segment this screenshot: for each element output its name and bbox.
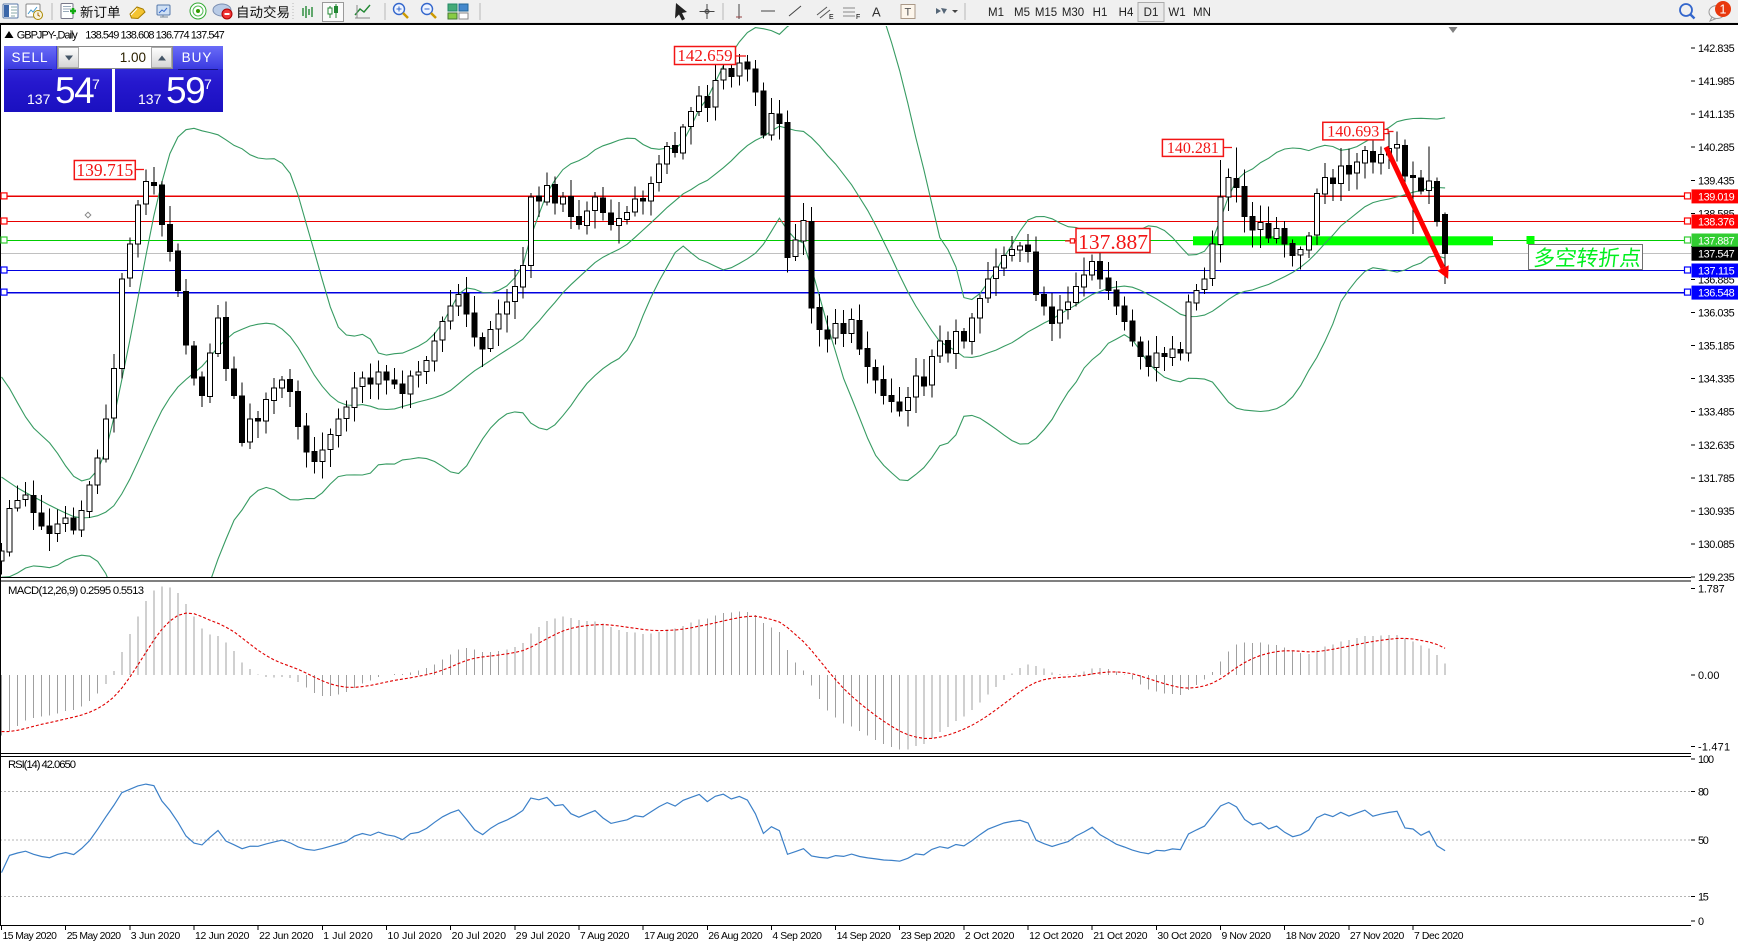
svg-text:17 Aug 2020: 17 Aug 2020 <box>644 931 699 942</box>
svg-text:137.887: 137.887 <box>1698 236 1735 248</box>
svg-text:1: 1 <box>1720 3 1727 17</box>
svg-text:132.635: 132.635 <box>1698 440 1735 452</box>
svg-text:M1: M1 <box>988 7 1004 19</box>
svg-text:50: 50 <box>1698 835 1709 847</box>
svg-text:0.00: 0.00 <box>1698 670 1719 682</box>
svg-text:H1: H1 <box>1093 7 1108 19</box>
svg-text:15: 15 <box>1698 892 1709 904</box>
svg-text:133.485: 133.485 <box>1698 407 1735 419</box>
svg-text:139.715: 139.715 <box>76 160 133 180</box>
svg-text:A: A <box>872 5 881 20</box>
svg-text:140.693: 140.693 <box>1327 123 1379 140</box>
svg-text:100: 100 <box>1698 754 1714 766</box>
svg-text:14 Sep 2020: 14 Sep 2020 <box>837 931 892 942</box>
svg-text:30 Oct 2020: 30 Oct 2020 <box>1157 931 1212 942</box>
svg-text:141.985: 141.985 <box>1698 76 1735 88</box>
svg-text:130.935: 130.935 <box>1698 506 1735 518</box>
svg-text:135.185: 135.185 <box>1698 341 1735 353</box>
svg-text:F: F <box>856 14 860 21</box>
svg-text:M5: M5 <box>1014 7 1030 19</box>
svg-text:4 Sep 2020: 4 Sep 2020 <box>772 931 822 942</box>
svg-text:22 Jun 2020: 22 Jun 2020 <box>259 931 314 942</box>
svg-text:H4: H4 <box>1119 7 1134 19</box>
svg-text:M30: M30 <box>1062 7 1084 19</box>
svg-text:18 Nov 2020: 18 Nov 2020 <box>1286 931 1341 942</box>
svg-text:D1: D1 <box>1144 7 1159 19</box>
svg-text:GBPJPY-,Daily: GBPJPY-,Daily <box>17 30 79 42</box>
svg-text:20 Jul 2020: 20 Jul 2020 <box>452 931 507 942</box>
svg-text:T: T <box>905 7 912 19</box>
svg-text:9 Nov 2020: 9 Nov 2020 <box>1222 931 1272 942</box>
svg-text:12 Jun 2020: 12 Jun 2020 <box>195 931 250 942</box>
svg-text:MACD(12,26,9) 0.2595 0.5513: MACD(12,26,9) 0.2595 0.5513 <box>8 585 144 597</box>
svg-text:136.035: 136.035 <box>1698 308 1735 320</box>
svg-text:23 Sep 2020: 23 Sep 2020 <box>901 931 956 942</box>
svg-text:142.835: 142.835 <box>1698 43 1735 55</box>
svg-text:138.376: 138.376 <box>1698 217 1735 229</box>
svg-text:1 Jul 2020: 1 Jul 2020 <box>323 931 373 942</box>
svg-text:15 May 2020: 15 May 2020 <box>3 931 58 942</box>
svg-text:137.115: 137.115 <box>1698 266 1735 278</box>
svg-text:137.547: 137.547 <box>1698 249 1735 261</box>
svg-text:136.548: 136.548 <box>1698 288 1735 300</box>
svg-text:21 Oct 2020: 21 Oct 2020 <box>1093 931 1148 942</box>
svg-text:26 Aug 2020: 26 Aug 2020 <box>708 931 763 942</box>
svg-text:2 Oct 2020: 2 Oct 2020 <box>965 931 1015 942</box>
svg-text:140.281: 140.281 <box>1167 140 1219 157</box>
svg-text:142.659: 142.659 <box>677 46 732 65</box>
svg-text:130.085: 130.085 <box>1698 539 1735 551</box>
svg-text:29 Jul 2020: 29 Jul 2020 <box>516 931 571 942</box>
svg-text:7 Aug 2020: 7 Aug 2020 <box>580 931 630 942</box>
svg-text:131.785: 131.785 <box>1698 473 1735 485</box>
svg-text:10 Jul 2020: 10 Jul 2020 <box>388 931 443 942</box>
svg-text:E: E <box>829 14 834 21</box>
svg-text:M15: M15 <box>1035 7 1057 19</box>
svg-text:141.135: 141.135 <box>1698 109 1735 121</box>
svg-text:-1.471: -1.471 <box>1698 741 1730 753</box>
svg-text:134.335: 134.335 <box>1698 374 1735 386</box>
svg-text:12 Oct 2020: 12 Oct 2020 <box>1029 931 1084 942</box>
svg-text:80: 80 <box>1698 786 1709 798</box>
svg-text:0: 0 <box>1698 916 1704 928</box>
svg-text:25 May 2020: 25 May 2020 <box>67 931 122 942</box>
svg-text:139.019: 139.019 <box>1698 191 1735 203</box>
svg-text:129.235: 129.235 <box>1698 572 1735 584</box>
svg-text:W1: W1 <box>1168 7 1185 19</box>
svg-text:140.285: 140.285 <box>1698 142 1735 154</box>
svg-text:27 Nov 2020: 27 Nov 2020 <box>1350 931 1405 942</box>
svg-text:MN: MN <box>1193 7 1211 19</box>
svg-text:RSI(14) 42.0650: RSI(14) 42.0650 <box>8 759 76 771</box>
svg-text:3 Jun 2020: 3 Jun 2020 <box>131 931 181 942</box>
svg-text:1.787: 1.787 <box>1698 583 1725 595</box>
svg-text:137.887: 137.887 <box>1078 230 1148 254</box>
svg-text:139.435: 139.435 <box>1698 175 1735 187</box>
svg-text:7 Dec 2020: 7 Dec 2020 <box>1414 931 1464 942</box>
svg-text:138.549 138.608 136.774 137.54: 138.549 138.608 136.774 137.547 <box>85 30 225 42</box>
